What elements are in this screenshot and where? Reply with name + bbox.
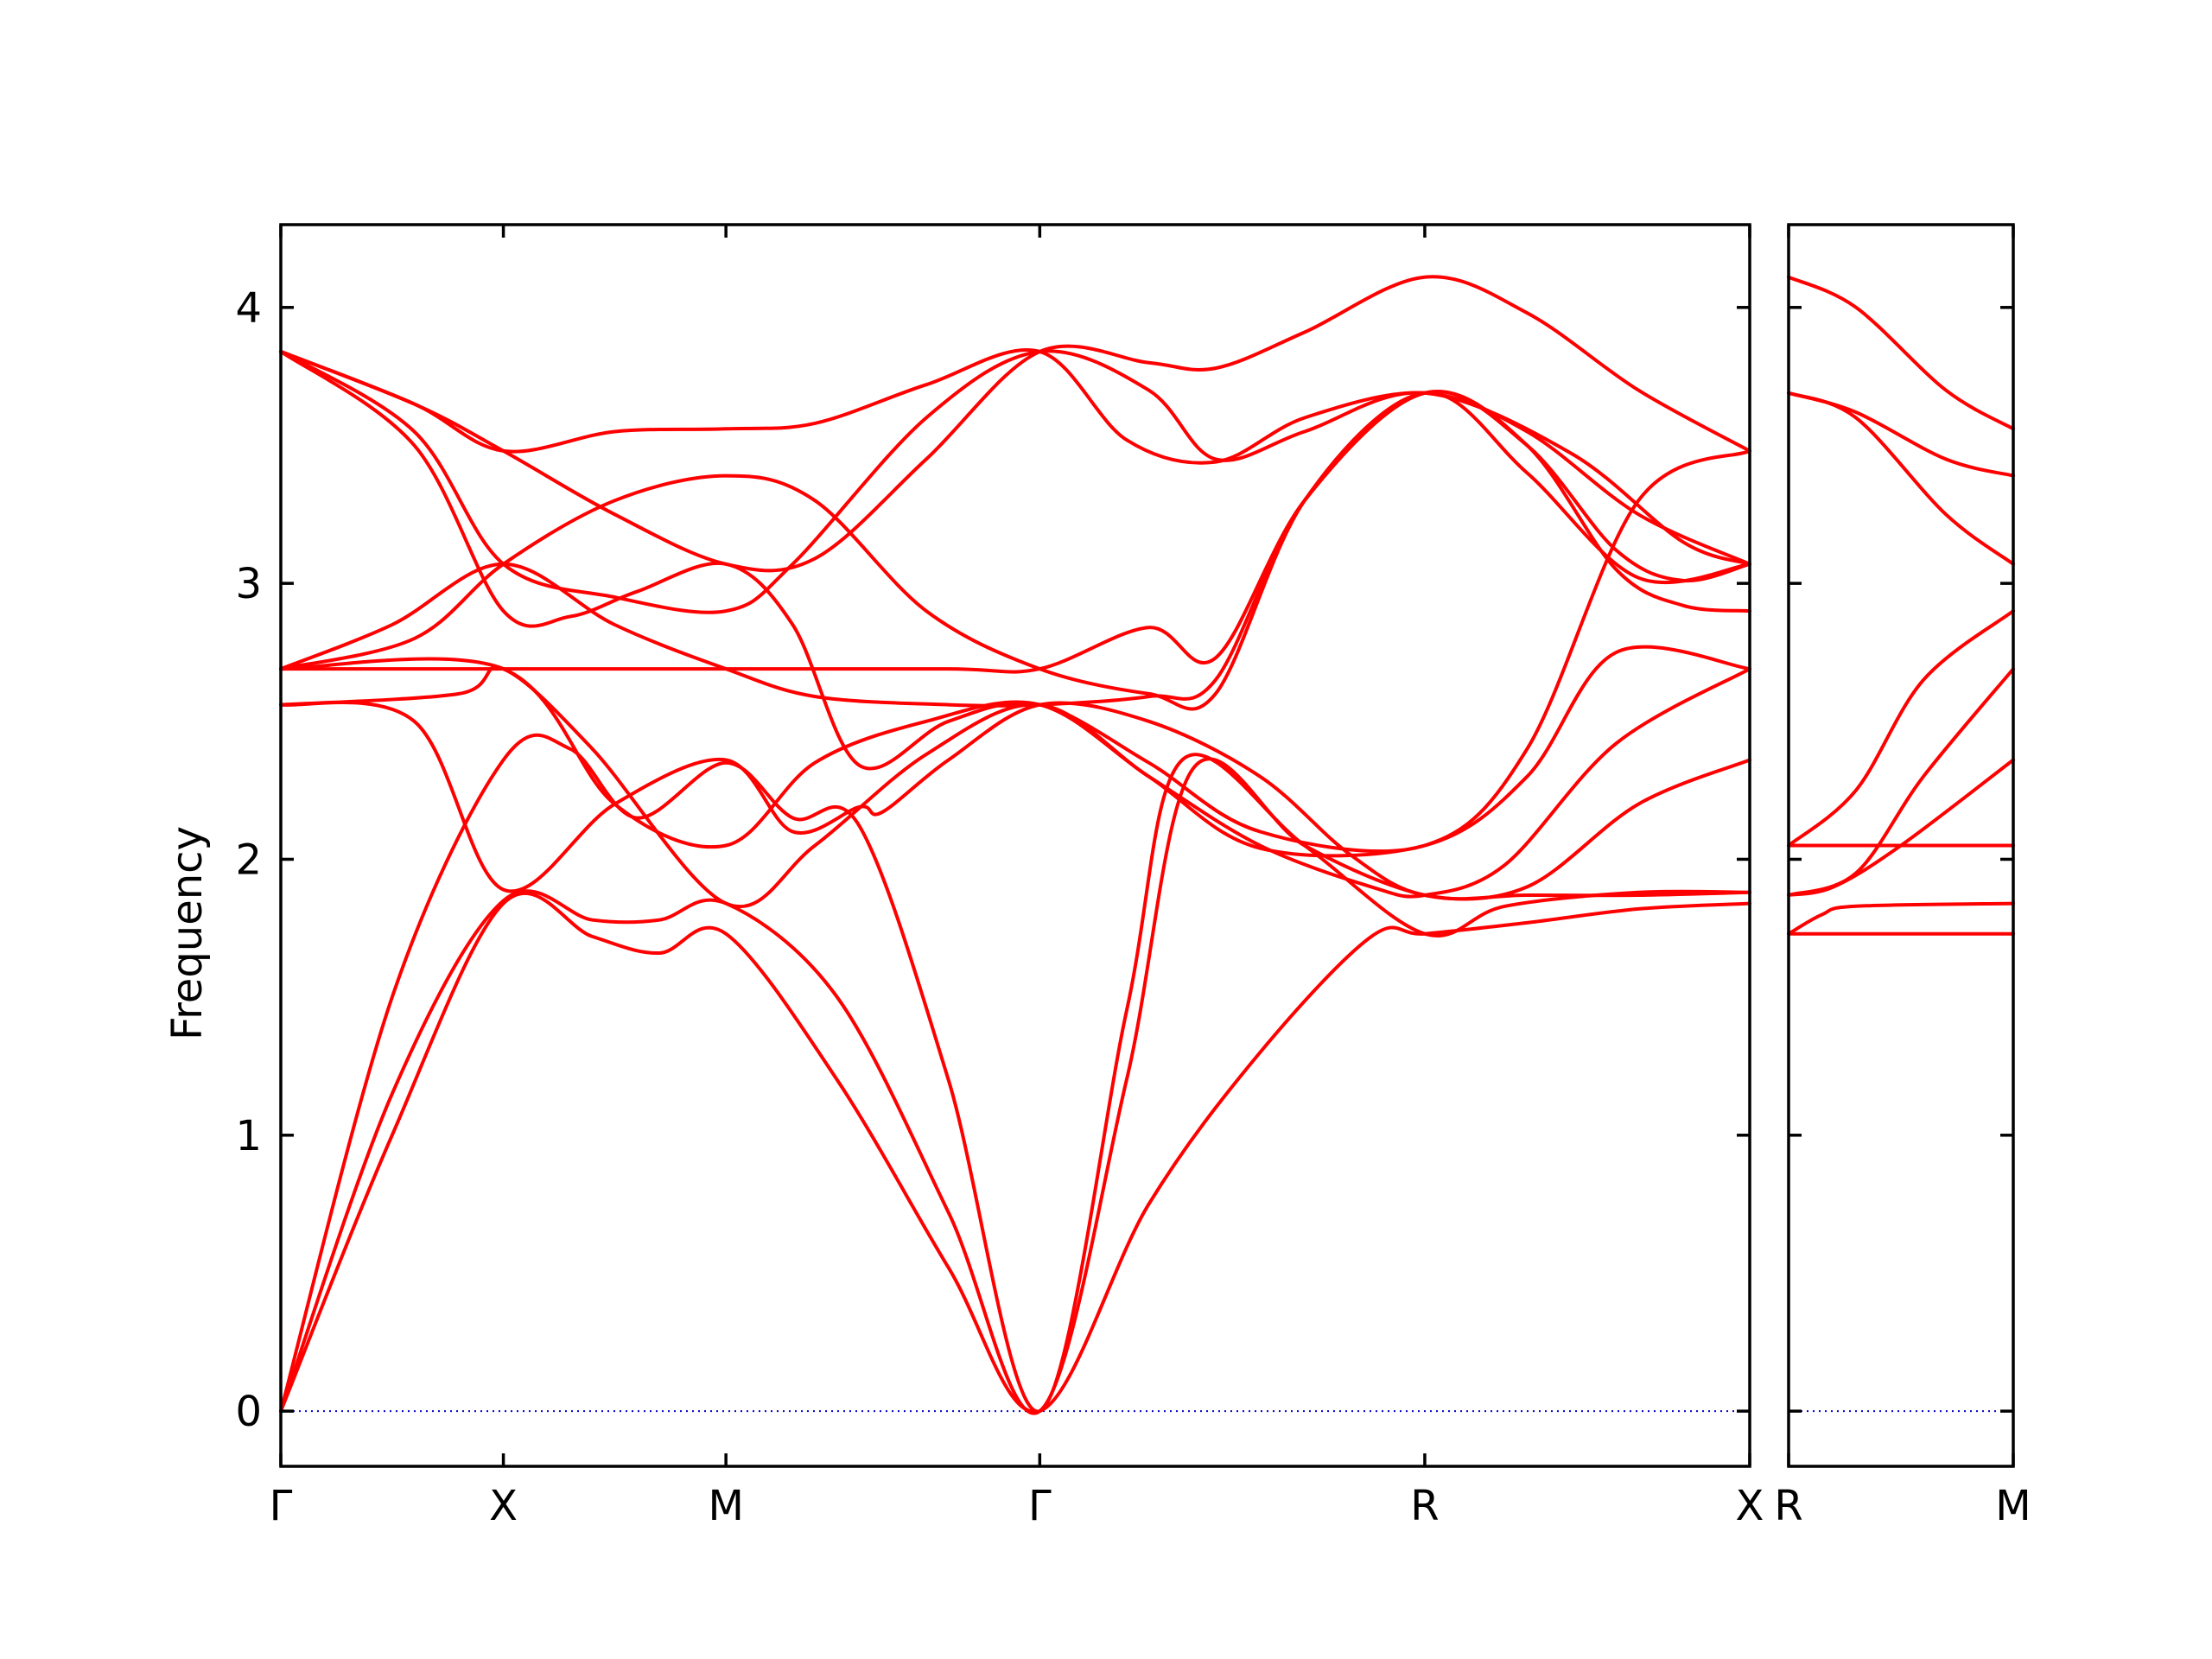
x-tick-label: Γ bbox=[270, 1482, 293, 1530]
band-3 bbox=[1787, 758, 2015, 897]
plot-frame bbox=[279, 223, 1751, 1468]
band-7 bbox=[279, 390, 1751, 674]
band-8 bbox=[1787, 391, 2015, 478]
y-tick-label: 2 bbox=[235, 836, 262, 884]
y-tick-label: 4 bbox=[235, 284, 262, 333]
band-7 bbox=[1787, 391, 2015, 566]
x-tick-label: M bbox=[1995, 1482, 2031, 1530]
band-6 bbox=[279, 645, 1751, 858]
x-tick-label: R bbox=[1410, 1482, 1439, 1530]
band-9 bbox=[279, 349, 1751, 854]
plot-frame bbox=[1787, 223, 2015, 1468]
main-panel: 0 1 2 3 4 Γ X M Γ R X bbox=[235, 223, 1764, 1530]
band-12 bbox=[279, 347, 1751, 566]
y-tick-label: 3 bbox=[235, 560, 262, 608]
band-9 bbox=[1787, 275, 2015, 431]
band-11 bbox=[279, 275, 1751, 573]
x-tick-label: Γ bbox=[1028, 1482, 1052, 1530]
y-tick-label: 0 bbox=[235, 1388, 262, 1436]
x-tick-label: X bbox=[1736, 1482, 1764, 1530]
band-1 bbox=[279, 891, 1751, 1414]
band-10 bbox=[279, 349, 1751, 614]
x-tick-label: R bbox=[1774, 1482, 1802, 1530]
x-tick-label: X bbox=[489, 1482, 518, 1530]
band-13 bbox=[279, 391, 1751, 711]
x-tick-label: M bbox=[708, 1482, 743, 1530]
y-axis-label: Frequency bbox=[163, 826, 212, 1040]
band-6 bbox=[1787, 609, 2015, 848]
y-tick-label: 1 bbox=[235, 1112, 262, 1160]
band-3 bbox=[279, 733, 1751, 1414]
band-2 bbox=[279, 757, 1751, 1415]
band-8 bbox=[279, 390, 1751, 708]
band-4 bbox=[1787, 667, 2015, 897]
band-4 bbox=[279, 701, 1751, 901]
band-2 bbox=[1787, 901, 2015, 936]
